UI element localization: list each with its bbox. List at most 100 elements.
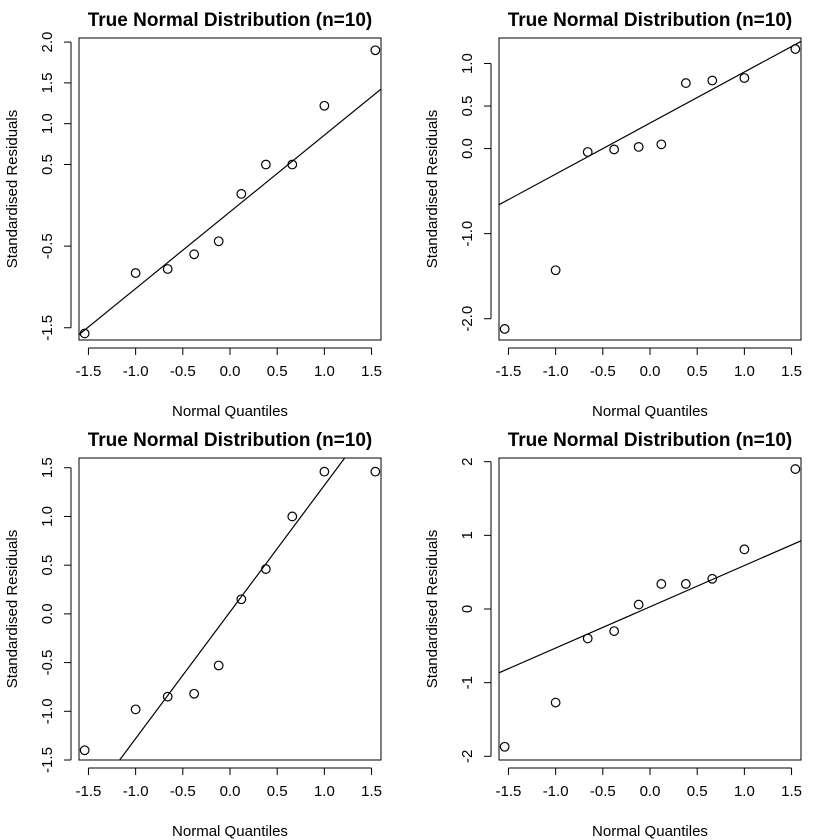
x-axis: -1.5 -1.0 -0.5 0.0 0.5 1.0 1.5 [496,767,802,800]
x-axis: -1.5 -1.0 -0.5 0.0 0.5 1.0 1.5 [76,347,382,380]
qq-panel-4: True Normal Distribution (n=10) -1.5 -1.0 -… [424,430,802,840]
x-tick-label: -1.5 [496,363,522,380]
y-tick-label: 2 [459,458,476,466]
data-point [707,573,718,584]
data-point [633,141,644,152]
y-tick-label: 0.5 [459,96,476,117]
x-tick-label: -0.5 [170,363,196,380]
x-tick-label: 1.5 [361,783,382,800]
y-axis: -2.0 -1.0 0.0 0.5 1.0 [459,53,492,332]
data-point [260,159,271,170]
data-point [499,741,510,752]
data-point [319,100,330,111]
data-point [680,579,691,589]
x-tick-label: 1.0 [734,783,755,800]
y-tick-label: 0.5 [39,555,56,576]
x-tick-label: 1.5 [781,363,802,380]
qq-reference-line [79,88,381,336]
y-tick-label: 0 [459,605,476,613]
data-point [189,249,200,260]
data-point [790,44,801,54]
y-tick-label: -2 [459,750,476,763]
data-point [550,265,561,276]
y-tick-label: 1.5 [39,72,56,93]
data-point [790,464,801,474]
data-point [287,159,298,170]
x-tick-label: 1.0 [314,783,335,800]
x-axis: -1.5 -1.0 -0.5 0.0 0.5 1.0 1.5 [76,767,382,800]
x-tick-label: -0.5 [590,363,616,380]
plot-frame [78,457,382,761]
data-point [189,688,200,699]
y-tick-label: -1.0 [39,698,56,724]
y-tick-label: 1.0 [39,506,56,527]
data-point [680,78,691,88]
chart-title: True Normal Distribution (n=10) [508,10,793,31]
y-axis: -1.5 -1.0 -0.5 0.0 0.5 1.0 1.5 [39,457,72,773]
data-point [633,599,644,610]
qq-reference-line [118,458,346,760]
x-axis: -1.5 -1.0 -0.5 0.0 0.5 1.0 1.5 [496,347,802,380]
y-axis-label: Standardised Residuals [4,530,21,688]
x-tick-label: -1.5 [496,783,522,800]
data-point [739,73,750,83]
y-tick-label: 2.0 [39,32,56,53]
data-point [739,544,750,555]
y-tick-label: 0.0 [39,603,56,624]
data-point [609,626,620,636]
data-point [287,511,298,522]
x-tick-label: -1.0 [123,363,149,380]
data-point [582,147,593,157]
chart-title: True Normal Distribution (n=10) [508,430,793,451]
data-point [79,328,90,339]
data-point [550,697,561,708]
data-point [582,633,593,644]
y-axis-label: Standardised Residuals [424,110,441,268]
plot-frame [498,457,802,761]
y-axis-label: Standardised Residuals [424,530,441,688]
x-axis-label: Normal Quantiles [172,823,288,840]
x-tick-label: 0.5 [687,783,708,800]
data-point [370,466,381,477]
chart-title: True Normal Distribution (n=10) [88,430,373,451]
y-axis-label: Standardised Residuals [4,110,21,268]
y-tick-label: 1 [459,531,476,539]
x-tick-label: -0.5 [590,783,616,800]
plot-frame [78,37,382,341]
data-point [319,466,330,477]
qq-panel-1: True Normal Distribution (n=10) -1.5 -1.0 -… [4,10,382,420]
qq-reference-line [499,40,801,206]
x-tick-label: -1.5 [76,363,102,380]
data-point [656,139,667,150]
data-point [656,579,667,589]
x-tick-label: -1.0 [543,783,569,800]
x-tick-label: 1.0 [734,363,755,380]
qq-reference-line [499,540,801,674]
data-point [236,594,247,605]
data-point [213,236,224,247]
y-tick-label: -0.5 [39,650,56,676]
data-point [130,704,141,715]
chart-title: True Normal Distribution (n=10) [88,10,373,31]
data-point [130,268,141,278]
y-tick-label: 0.5 [39,154,56,175]
x-tick-label: -0.5 [170,783,196,800]
y-tick-label: 1.0 [39,113,56,134]
data-point [236,188,247,199]
y-tick-label: -1.5 [39,315,56,341]
x-tick-label: 1.5 [361,363,382,380]
x-tick-label: 1.0 [314,363,335,380]
x-tick-label: -1.0 [543,363,569,380]
y-tick-label: 1.0 [459,53,476,74]
x-tick-label: 0.5 [267,783,288,800]
y-axis: -1.5 -0.5 0.5 1.0 1.5 2.0 [39,32,72,341]
data-point [499,324,510,334]
x-tick-label: 0.0 [220,783,241,800]
x-axis-label: Normal Quantiles [172,403,288,420]
data-point [79,745,90,756]
y-tick-label: 1.5 [39,457,56,478]
data-point [370,45,381,56]
x-tick-label: -1.0 [123,783,149,800]
data-point [162,264,173,274]
